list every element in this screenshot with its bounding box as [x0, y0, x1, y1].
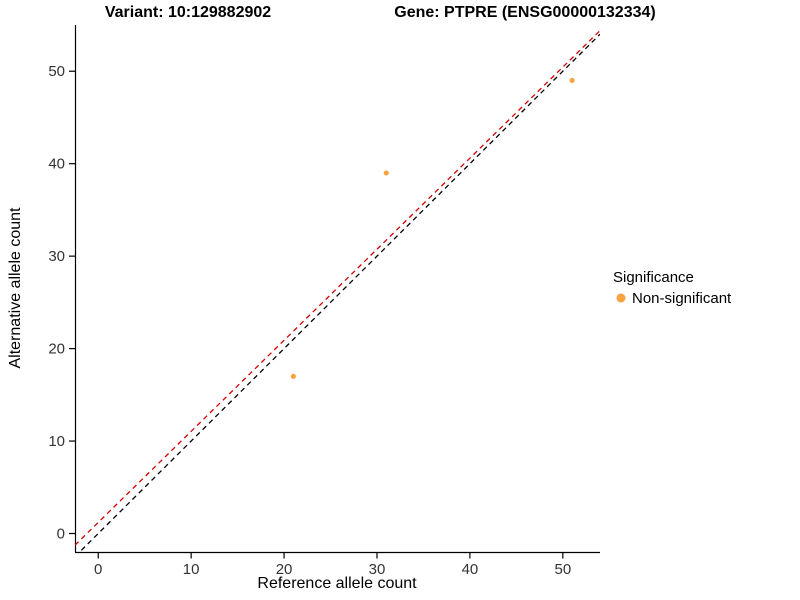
x-tick-label: 50: [554, 561, 571, 578]
plot-title-variant: Variant: 10:129882902: [105, 4, 271, 21]
identity-line: [78, 33, 600, 552]
x-axis-ticks: 0 10 20 30 40 50: [94, 552, 571, 578]
x-axis-label: Reference allele count: [257, 575, 417, 592]
x-tick-label: 40: [462, 561, 479, 578]
y-tick-label: 10: [48, 433, 65, 450]
y-tick-label: 50: [48, 63, 65, 80]
data-point: [569, 77, 575, 84]
legend-title: Significance: [613, 269, 694, 286]
y-axis-label: Alternative allele count: [7, 207, 24, 369]
data-points: [290, 77, 575, 379]
plot-title-gene: Gene: PTPRE (ENSG00000132334): [394, 4, 655, 21]
y-tick-label: 30: [48, 248, 65, 265]
legend-label-non-significant: Non-significant: [632, 290, 732, 307]
legend: Significance Non-significant: [613, 269, 732, 307]
legend-swatch-non-significant: [616, 293, 626, 303]
data-point: [290, 373, 296, 379]
fit-line: [75, 30, 600, 546]
y-tick-label: 40: [48, 156, 65, 173]
y-tick-label: 0: [57, 526, 65, 543]
x-tick-label: 10: [183, 561, 200, 578]
reference-lines: [75, 30, 600, 552]
data-point: [383, 170, 389, 176]
y-tick-label: 20: [48, 341, 65, 358]
axis-lines: [74, 25, 600, 554]
x-tick-label: 0: [94, 561, 102, 578]
x-tick-label: 20: [276, 561, 293, 578]
x-tick-label: 30: [369, 561, 386, 578]
y-axis-ticks: 0 10 20 30 40 50: [48, 63, 75, 543]
